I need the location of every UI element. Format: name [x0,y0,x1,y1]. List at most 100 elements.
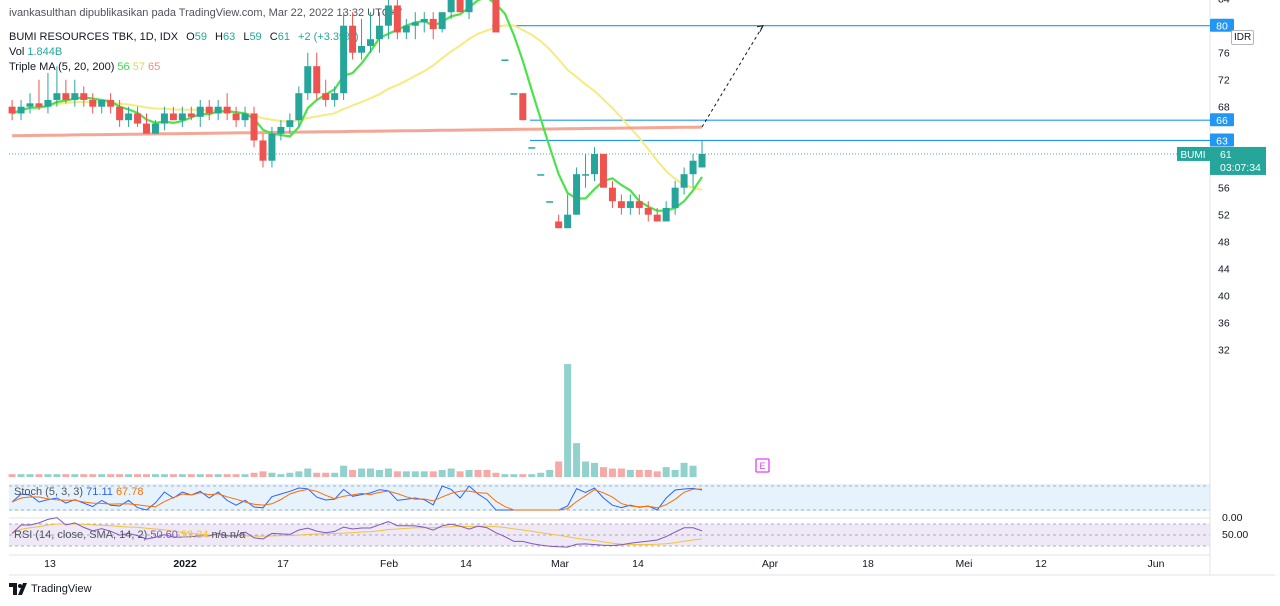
volume-bar [375,469,383,477]
y-tick-label-10: 52 [1218,210,1230,222]
candle-body [653,214,661,222]
volume-bar [492,472,500,477]
volume-bar [232,474,240,477]
stoch-axis-label: 0.00 [1222,512,1243,524]
candle-body [26,103,34,107]
candle-body [402,25,410,33]
projection-line [701,25,764,128]
ma-slow-line [12,125,703,138]
volume-bar [599,467,607,477]
level-tag-66 [1210,113,1234,127]
x-tick-label-7: Apr [762,558,779,570]
volume-bar [546,469,554,477]
candle-body [98,99,106,107]
candle-body [196,106,204,117]
currency-badge[interactable]: IDR [1231,30,1255,45]
open-label: O [186,31,195,43]
volume-bar [178,474,186,477]
volume-bar [259,471,267,477]
candle-body [8,106,16,114]
volume-bar [608,468,616,477]
volume-bar [420,471,428,477]
volume-bar [349,469,357,477]
candle-body [626,201,634,208]
volume-bar [429,471,437,477]
candle-body [232,113,240,121]
level-tag-63 [1210,133,1234,147]
volume-bar [295,471,303,477]
volume-bar [322,472,330,477]
price-tag-countdown: 03:07:34 [1220,162,1261,174]
volume-label: Vol [9,46,25,58]
candle-body [187,113,195,117]
candle-body [608,187,616,202]
volume-bar [635,469,643,477]
candle-body [268,133,276,161]
candle-body [447,0,455,13]
candle-body [205,106,213,114]
candle-body [617,201,625,208]
level-tag-80 [1210,18,1234,32]
candle-body [671,187,679,208]
candle-body [331,93,339,100]
candle-body [322,93,330,100]
volume-bar [160,474,168,477]
volume-bar [134,474,142,477]
candle-body [411,22,419,26]
volume-bar [98,474,106,477]
candle-body [510,93,518,95]
volume-bar [358,468,366,477]
volume-bar [402,471,410,477]
volume-bar [250,472,258,477]
candle-body [465,0,473,13]
candle-body [134,113,142,124]
volume-bar [107,474,115,477]
volume-bar [447,468,455,477]
level-tag-text-63: 63 [1216,135,1228,147]
volume-bar [582,461,590,477]
candle-body [420,18,428,23]
candle-body [107,99,115,107]
candle-body [340,25,348,94]
volume-bar [671,469,679,477]
volume-bar [680,462,688,477]
y-tick-label-11: 48 [1218,237,1230,249]
x-tick-label-4: 14 [460,558,472,570]
ma-label: Triple MA (5, 20, 200) [9,61,115,73]
symbol-tag-bg [1177,146,1210,161]
level-tag-text-66: 66 [1216,115,1228,127]
candle-body [429,18,437,30]
stoch-panel-bg [9,484,1210,511]
rsi-value: 50.60 [150,529,178,541]
volume-bar [465,469,473,477]
volume-bar [411,471,419,477]
projection-arrow-icon [756,25,764,32]
stoch-legend: Stoch (5, 3, 3) 71.11 67.78 [14,486,143,498]
level-tag-text-80: 80 [1216,21,1228,33]
publisher-text: ivankasulthan dipublikasikan pada Tradin… [9,7,403,19]
tradingview-logo[interactable]: TradingView [9,583,92,595]
tv-logo-icon [9,583,27,595]
tv-brand-text: TradingView [31,583,92,595]
y-tick-label-14: 36 [1218,318,1230,330]
candle-body [519,93,527,121]
rsi-legend: RSI (14, close, SMA, 14, 2) 50.60 53.34 … [14,529,245,541]
volume-bar [17,474,25,477]
candle-body [259,140,267,161]
candle-body [116,106,124,121]
candle-body [44,99,52,107]
legend-volume: Vol 1.844B [9,46,62,58]
volume-bar [313,472,321,477]
rsi-na-1: n/a [211,529,227,541]
volume-bar [626,469,634,477]
candle-body [17,106,25,114]
symbol-label: BUMI RESOURCES TBK, 1D, IDX [9,31,179,43]
volume-bar [564,364,572,477]
y-tick-label-12: 44 [1218,264,1230,276]
candle-body [178,113,186,121]
earnings-marker-icon [755,458,770,473]
y-tick-label-15: 32 [1218,345,1230,357]
volume-bar [80,474,88,477]
candle-body [393,5,401,33]
